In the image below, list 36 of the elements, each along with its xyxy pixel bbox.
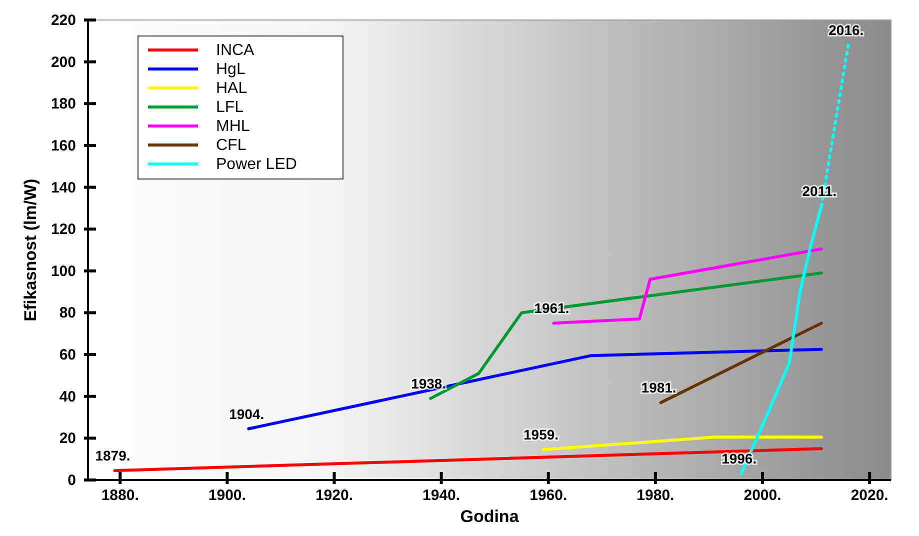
annotation: 1879. [95,448,130,464]
y-tick-label: 200 [50,54,76,71]
annotation: 1938. [411,375,446,392]
x-tick-label: 1940. [422,487,460,504]
annotation: 2016. [828,22,864,38]
y-axis-title: Efikasnost (lm/W) [21,178,40,322]
legend-label: HgL [216,61,246,78]
legend-label: HAL [216,80,248,97]
x-tick-label: 2020. [850,487,888,504]
legend-label: MHL [216,118,250,135]
y-tick-label: 180 [50,96,76,113]
annotation: 1904. [229,406,264,422]
x-tick-label: 2000. [744,487,782,504]
legend-label: LFL [216,99,244,116]
legend-label: CFL [216,137,246,154]
y-tick-label: 20 [59,430,76,448]
y-tick-label: 140 [50,179,76,196]
annotation: 1959. [524,426,559,443]
y-tick-label: 220 [50,12,76,29]
y-tick-label: 40 [59,388,76,406]
x-tick-label: 1880. [101,487,139,504]
x-tick-label: 1900. [208,487,246,504]
annotation: 2011. [802,183,837,200]
x-tick-label: 1980. [636,487,674,504]
legend-label: Power LED [216,156,297,173]
y-tick-label: 60 [59,346,76,364]
y-tick-label: 80 [59,304,76,322]
x-tick-label: 1960. [530,487,568,504]
x-axis-title: Godina [460,507,520,526]
y-tick-label: 160 [50,137,76,154]
x-tick-label: 1920. [315,487,354,504]
annotation: 1981. [641,380,676,396]
y-tick-label: 120 [50,221,76,238]
y-tick-label: 100 [50,262,76,280]
y-tick-label: 0 [68,472,76,489]
legend-label: INCA [216,42,255,59]
